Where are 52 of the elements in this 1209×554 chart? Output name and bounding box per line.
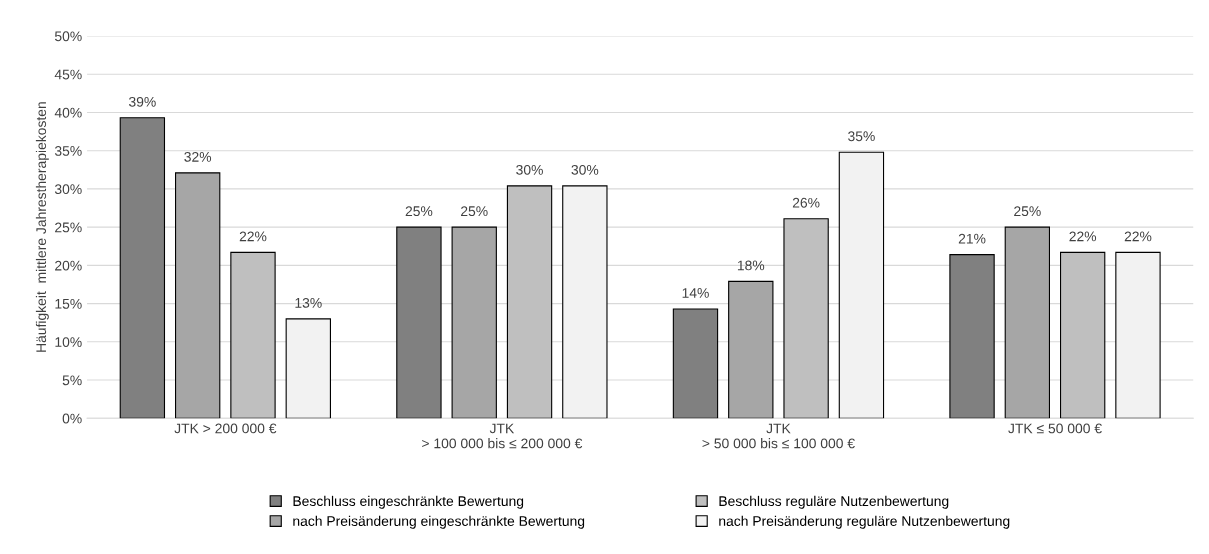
y-tick-label: 15% [55,298,82,309]
data-label: 22% [1124,231,1152,242]
x-tick-label: JTK > 200 000 € [174,423,277,434]
data-label: 30% [571,164,599,175]
legend-label: nach Preisänderung eingeschränkte Bewertung [293,515,585,529]
y-tick-label: 45% [54,69,82,80]
data-label: 26% [792,197,820,208]
data-label: 25% [461,206,488,217]
bar [783,218,829,419]
bar [119,117,166,419]
y-axis-title: Häufigkeit mittlere Jahrestherapiekosten [35,102,49,352]
legend-label: Beschluss reguläre Nutzenbewertung [719,495,949,509]
data-label: 22% [239,231,267,242]
data-label: 30% [516,164,543,175]
bar [949,254,995,419]
x-tick-label: JTK ≤ 50 000 € [1008,423,1102,434]
data-label: 25% [1014,206,1041,217]
data-label: 18% [737,260,765,271]
y-tick-label: 30% [54,184,82,195]
data-label: 21% [958,233,986,244]
bar [230,251,276,419]
data-label: 39% [128,96,156,107]
y-tick-label: 40% [54,107,82,118]
data-label: 35% [848,131,875,142]
bar [285,318,331,419]
x-tick-label: JTK > 50 000 bis ≤ 100 000 € [702,423,855,449]
legend-label: Beschluss eingeschränkte Bewertung [293,495,524,509]
y-tick-label: 25% [55,222,82,233]
bar [728,280,774,419]
y-tick-label: 50% [54,31,82,42]
bar [562,185,608,419]
legend-label: nach Preisänderung reguläre Nutzenbewertung [719,515,1010,529]
y-tick-label: 10% [55,337,82,347]
bar [1115,251,1161,419]
bar [506,185,553,419]
y-tick-label: 5% [62,375,82,386]
data-label: 22% [1069,231,1097,242]
data-label: 32% [184,151,212,162]
data-label: 14% [682,288,709,298]
bar [174,172,221,419]
bar [838,151,885,419]
data-label: 13% [295,297,322,308]
bar [1059,251,1106,419]
data-label: 25% [405,206,433,217]
bar [672,308,719,419]
y-tick-label: 35% [54,146,82,156]
y-tick-label: 20% [55,260,82,271]
bar [1004,226,1051,419]
bar [451,226,497,419]
bar [396,226,442,419]
x-tick-label: JTK > 100 000 bis ≤ 200 000 € [422,423,583,449]
y-tick-label: 0% [62,413,82,424]
